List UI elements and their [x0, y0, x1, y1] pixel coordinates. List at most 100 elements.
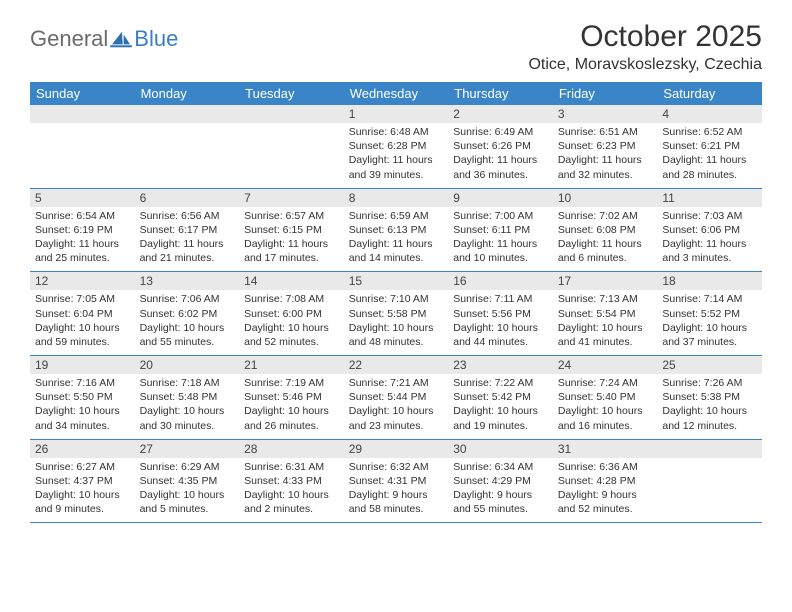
- day-number: 3: [553, 105, 658, 123]
- day-number: 25: [657, 356, 762, 374]
- weekday-header: Saturday: [657, 82, 762, 105]
- day-number-band: [657, 440, 762, 458]
- day-details: Sunrise: 6:56 AMSunset: 6:17 PMDaylight:…: [135, 207, 240, 272]
- calendar-day-cell: 23Sunrise: 7:22 AMSunset: 5:42 PMDayligh…: [448, 356, 553, 440]
- day-details: Sunrise: 7:14 AMSunset: 5:52 PMDaylight:…: [657, 290, 762, 355]
- day-number: 1: [344, 105, 449, 123]
- calendar-week-row: 12Sunrise: 7:05 AMSunset: 6:04 PMDayligh…: [30, 272, 762, 356]
- day-details: Sunrise: 6:48 AMSunset: 6:28 PMDaylight:…: [344, 123, 449, 188]
- calendar-day-cell: 18Sunrise: 7:14 AMSunset: 5:52 PMDayligh…: [657, 272, 762, 356]
- logo-sail-icon: [110, 30, 132, 48]
- day-details: Sunrise: 7:18 AMSunset: 5:48 PMDaylight:…: [135, 374, 240, 439]
- day-number: 26: [30, 440, 135, 458]
- day-details: Sunrise: 7:06 AMSunset: 6:02 PMDaylight:…: [135, 290, 240, 355]
- calendar-day-cell: 15Sunrise: 7:10 AMSunset: 5:58 PMDayligh…: [344, 272, 449, 356]
- calendar-week-row: 1Sunrise: 6:48 AMSunset: 6:28 PMDaylight…: [30, 105, 762, 188]
- calendar-day-cell: 25Sunrise: 7:26 AMSunset: 5:38 PMDayligh…: [657, 356, 762, 440]
- day-details: [135, 123, 240, 181]
- day-details: Sunrise: 6:54 AMSunset: 6:19 PMDaylight:…: [30, 207, 135, 272]
- day-number: 7: [239, 189, 344, 207]
- day-number-band: [30, 105, 135, 123]
- day-details: Sunrise: 6:52 AMSunset: 6:21 PMDaylight:…: [657, 123, 762, 188]
- calendar-day-cell: 8Sunrise: 6:59 AMSunset: 6:13 PMDaylight…: [344, 188, 449, 272]
- calendar-day-cell: [239, 105, 344, 188]
- day-number: 15: [344, 272, 449, 290]
- location-subtitle: Otice, Moravskoslezsky, Czechia: [528, 56, 762, 74]
- day-number-band: [239, 105, 344, 123]
- day-details: Sunrise: 7:03 AMSunset: 6:06 PMDaylight:…: [657, 207, 762, 272]
- day-number: 17: [553, 272, 658, 290]
- day-details: Sunrise: 6:31 AMSunset: 4:33 PMDaylight:…: [239, 458, 344, 523]
- weekday-header: Friday: [553, 82, 658, 105]
- day-details: Sunrise: 6:27 AMSunset: 4:37 PMDaylight:…: [30, 458, 135, 523]
- weekday-header: Wednesday: [344, 82, 449, 105]
- day-number: 5: [30, 189, 135, 207]
- calendar-day-cell: 22Sunrise: 7:21 AMSunset: 5:44 PMDayligh…: [344, 356, 449, 440]
- calendar-day-cell: 2Sunrise: 6:49 AMSunset: 6:26 PMDaylight…: [448, 105, 553, 188]
- day-details: Sunrise: 7:08 AMSunset: 6:00 PMDaylight:…: [239, 290, 344, 355]
- day-details: Sunrise: 7:22 AMSunset: 5:42 PMDaylight:…: [448, 374, 553, 439]
- calendar-day-cell: 26Sunrise: 6:27 AMSunset: 4:37 PMDayligh…: [30, 439, 135, 523]
- calendar-week-row: 26Sunrise: 6:27 AMSunset: 4:37 PMDayligh…: [30, 439, 762, 523]
- calendar-table: Sunday Monday Tuesday Wednesday Thursday…: [30, 82, 762, 523]
- day-number-band: [135, 105, 240, 123]
- day-number: 10: [553, 189, 658, 207]
- day-number: 30: [448, 440, 553, 458]
- day-number: 24: [553, 356, 658, 374]
- logo-text-blue: Blue: [134, 26, 178, 52]
- day-number: 2: [448, 105, 553, 123]
- logo-text-general: General: [30, 26, 108, 52]
- day-number: 13: [135, 272, 240, 290]
- day-details: Sunrise: 7:10 AMSunset: 5:58 PMDaylight:…: [344, 290, 449, 355]
- day-number: 6: [135, 189, 240, 207]
- day-number: 14: [239, 272, 344, 290]
- day-details: Sunrise: 6:32 AMSunset: 4:31 PMDaylight:…: [344, 458, 449, 523]
- day-details: [657, 458, 762, 516]
- calendar-day-cell: 9Sunrise: 7:00 AMSunset: 6:11 PMDaylight…: [448, 188, 553, 272]
- calendar-day-cell: 16Sunrise: 7:11 AMSunset: 5:56 PMDayligh…: [448, 272, 553, 356]
- weekday-header: Thursday: [448, 82, 553, 105]
- calendar-day-cell: 14Sunrise: 7:08 AMSunset: 6:00 PMDayligh…: [239, 272, 344, 356]
- day-details: Sunrise: 6:57 AMSunset: 6:15 PMDaylight:…: [239, 207, 344, 272]
- day-number: 19: [30, 356, 135, 374]
- day-details: Sunrise: 7:19 AMSunset: 5:46 PMDaylight:…: [239, 374, 344, 439]
- calendar-day-cell: 4Sunrise: 6:52 AMSunset: 6:21 PMDaylight…: [657, 105, 762, 188]
- day-details: Sunrise: 6:29 AMSunset: 4:35 PMDaylight:…: [135, 458, 240, 523]
- day-number: 21: [239, 356, 344, 374]
- logo: General Blue: [30, 26, 178, 52]
- day-details: Sunrise: 7:24 AMSunset: 5:40 PMDaylight:…: [553, 374, 658, 439]
- day-details: Sunrise: 7:05 AMSunset: 6:04 PMDaylight:…: [30, 290, 135, 355]
- day-number: 8: [344, 189, 449, 207]
- month-title: October 2025: [528, 20, 762, 54]
- day-number: 31: [553, 440, 658, 458]
- day-details: Sunrise: 6:59 AMSunset: 6:13 PMDaylight:…: [344, 207, 449, 272]
- calendar-day-cell: 11Sunrise: 7:03 AMSunset: 6:06 PMDayligh…: [657, 188, 762, 272]
- day-details: Sunrise: 7:13 AMSunset: 5:54 PMDaylight:…: [553, 290, 658, 355]
- calendar-day-cell: 13Sunrise: 7:06 AMSunset: 6:02 PMDayligh…: [135, 272, 240, 356]
- day-number: 29: [344, 440, 449, 458]
- day-details: Sunrise: 6:34 AMSunset: 4:29 PMDaylight:…: [448, 458, 553, 523]
- calendar-day-cell: [30, 105, 135, 188]
- day-number: 28: [239, 440, 344, 458]
- calendar-day-cell: [135, 105, 240, 188]
- calendar-day-cell: 29Sunrise: 6:32 AMSunset: 4:31 PMDayligh…: [344, 439, 449, 523]
- calendar-day-cell: 5Sunrise: 6:54 AMSunset: 6:19 PMDaylight…: [30, 188, 135, 272]
- calendar-day-cell: 28Sunrise: 6:31 AMSunset: 4:33 PMDayligh…: [239, 439, 344, 523]
- calendar-day-cell: 27Sunrise: 6:29 AMSunset: 4:35 PMDayligh…: [135, 439, 240, 523]
- calendar-day-cell: 19Sunrise: 7:16 AMSunset: 5:50 PMDayligh…: [30, 356, 135, 440]
- day-number: 27: [135, 440, 240, 458]
- day-details: Sunrise: 7:21 AMSunset: 5:44 PMDaylight:…: [344, 374, 449, 439]
- day-details: [239, 123, 344, 181]
- calendar-week-row: 19Sunrise: 7:16 AMSunset: 5:50 PMDayligh…: [30, 356, 762, 440]
- day-details: [30, 123, 135, 181]
- day-number: 4: [657, 105, 762, 123]
- weekday-header-row: Sunday Monday Tuesday Wednesday Thursday…: [30, 82, 762, 105]
- page-header: General Blue October 2025 Otice, Moravsk…: [30, 20, 762, 74]
- day-number: 11: [657, 189, 762, 207]
- weekday-header: Monday: [135, 82, 240, 105]
- day-details: Sunrise: 7:11 AMSunset: 5:56 PMDaylight:…: [448, 290, 553, 355]
- calendar-day-cell: 20Sunrise: 7:18 AMSunset: 5:48 PMDayligh…: [135, 356, 240, 440]
- calendar-day-cell: 21Sunrise: 7:19 AMSunset: 5:46 PMDayligh…: [239, 356, 344, 440]
- day-number: 9: [448, 189, 553, 207]
- calendar-day-cell: [657, 439, 762, 523]
